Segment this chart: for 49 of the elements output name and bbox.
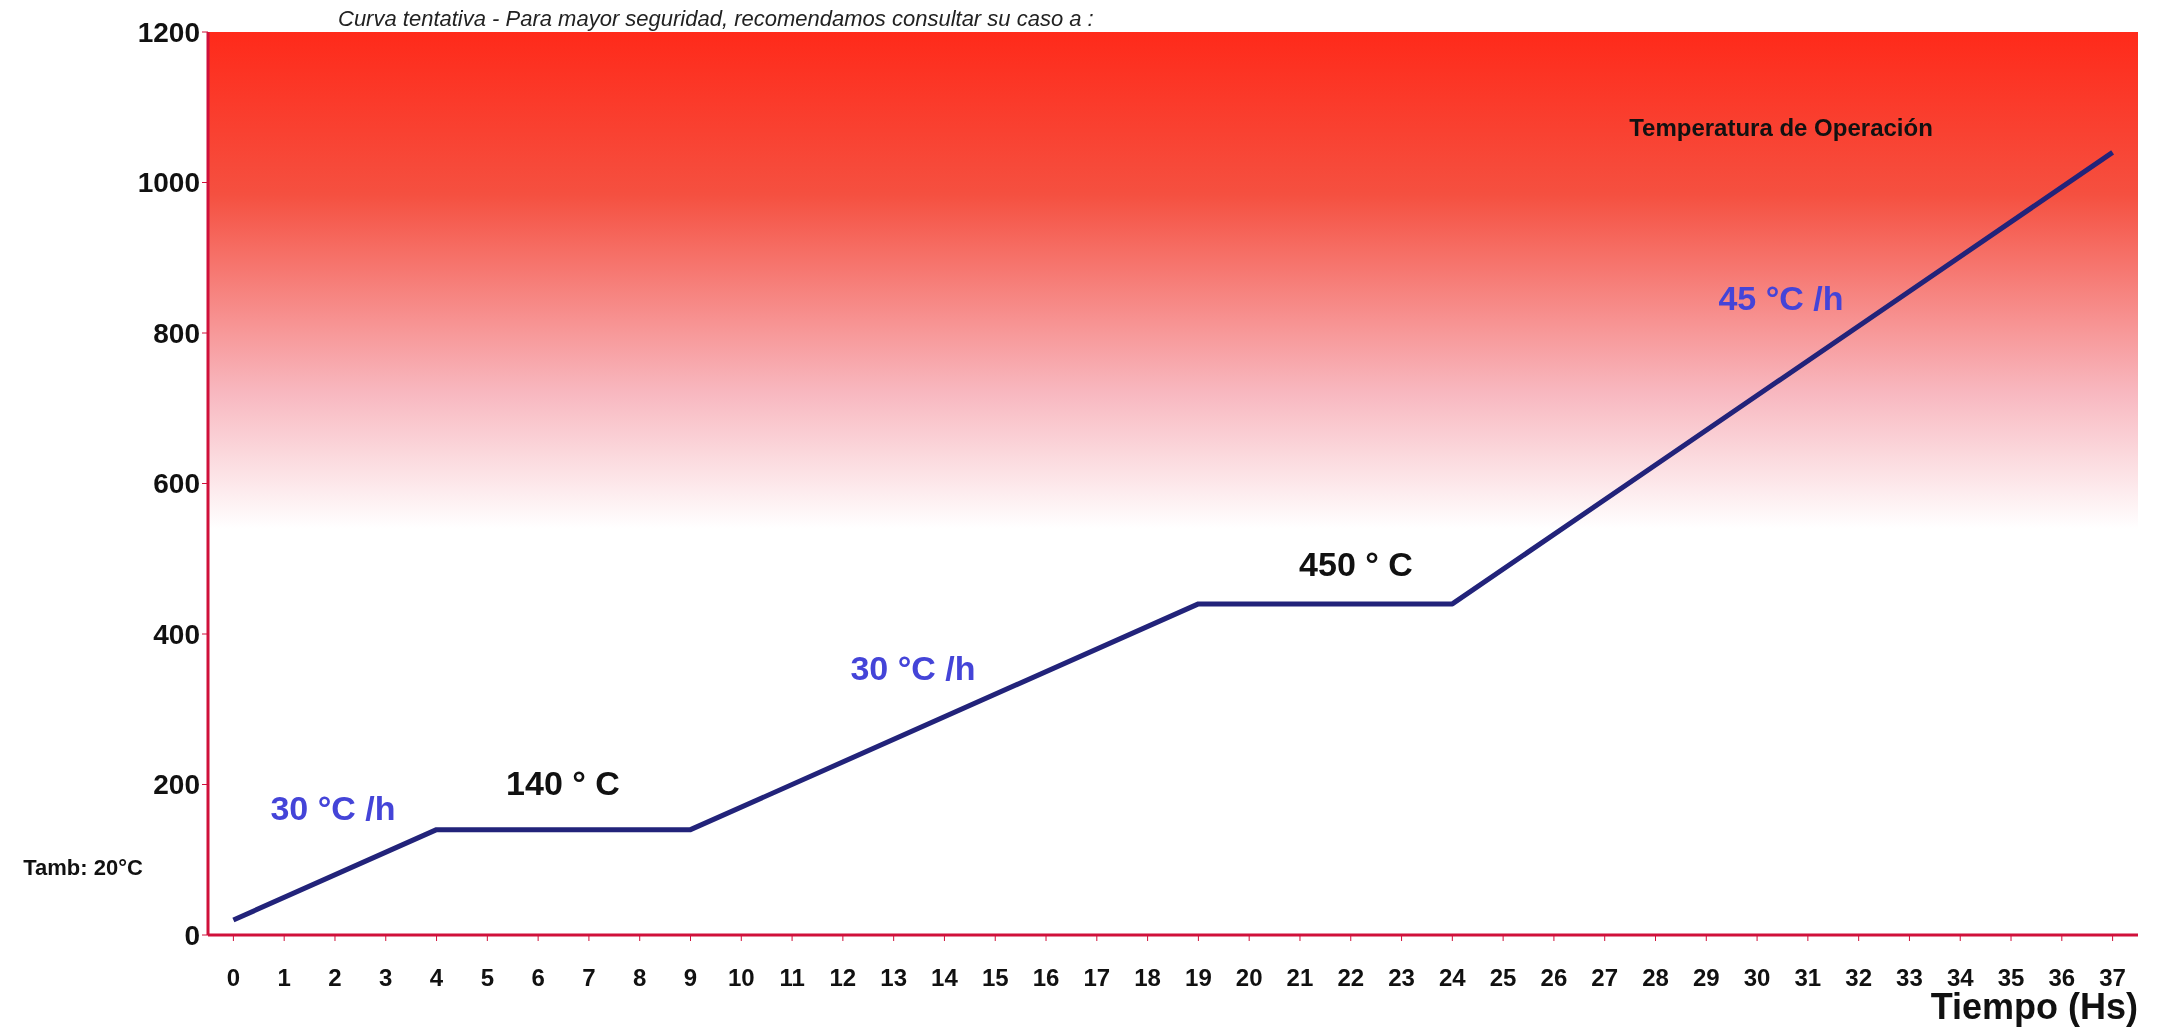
x-tick-label: 19 (1185, 964, 1212, 992)
x-tick-label: 9 (683, 964, 698, 992)
annotation: 140 ° C (506, 763, 620, 803)
x-tick-label: 4 (429, 964, 444, 992)
annotation: Temperatura de Operación (1629, 114, 1933, 142)
x-tick-label: 16 (1032, 964, 1060, 992)
x-tick-label: 31 (1794, 964, 1822, 992)
x-tick-label: 26 (1540, 964, 1568, 992)
y-tick-label: 0 (184, 919, 200, 951)
x-tick-label: 6 (531, 964, 545, 992)
x-tick-label: 30 (1743, 964, 1771, 992)
x-tick-label: 10 (727, 964, 755, 992)
x-tick-label: 15 (981, 964, 1009, 992)
x-tick-label: 27 (1591, 964, 1619, 992)
annotation: 450 ° C (1299, 544, 1413, 584)
x-tick-label: 21 (1286, 964, 1314, 992)
x-tick-label: 24 (1438, 964, 1467, 992)
y-tick-label: 600 (153, 468, 200, 500)
annotation: 45 °C /h (1718, 278, 1844, 318)
chart-title: Curva tentativa - Para mayor seguridad, recomendamos consultar su caso a : (338, 6, 1094, 31)
x-tick-label: 33 (1896, 964, 1923, 992)
x-tick-label: 2 (328, 964, 342, 992)
x-tick-label: 8 (633, 964, 647, 992)
x-tick-label: 29 (1692, 964, 1720, 992)
x-tick-label: 17 (1083, 964, 1111, 992)
text: Tamb: 20°C (23, 855, 143, 881)
x-tick-label: 12 (829, 964, 857, 992)
x-tick-label: 20 (1235, 964, 1263, 992)
y-tick-label: 800 (153, 317, 200, 349)
x-tick-label: 13 (880, 964, 908, 992)
x-tick-label: 11 (779, 964, 805, 992)
y-tick-label: 1000 (137, 167, 200, 199)
annotation: 30 °C /h (850, 648, 976, 688)
y-tick-label: 400 (153, 618, 200, 650)
y-tick-label: 1200 (137, 16, 200, 48)
x-tick-label: 25 (1489, 964, 1517, 992)
annotation: 30 °C /h (270, 788, 396, 828)
x-tick-label: 23 (1388, 964, 1415, 992)
x-tick-label: 0 (226, 964, 241, 992)
x-tick-label: 14 (931, 964, 959, 992)
x-tick-label: 5 (480, 964, 495, 992)
x-tick-label: 28 (1642, 964, 1669, 992)
x-tick-label: 18 (1134, 964, 1161, 992)
x-tick-label: 3 (379, 964, 393, 992)
x-tick-label: 1 (277, 964, 291, 992)
x-tick-label: 7 (582, 964, 596, 992)
x-tick-label: 22 (1337, 964, 1365, 992)
x-tick-label: 32 (1845, 964, 1873, 992)
y-tick-label: 200 (153, 769, 200, 801)
